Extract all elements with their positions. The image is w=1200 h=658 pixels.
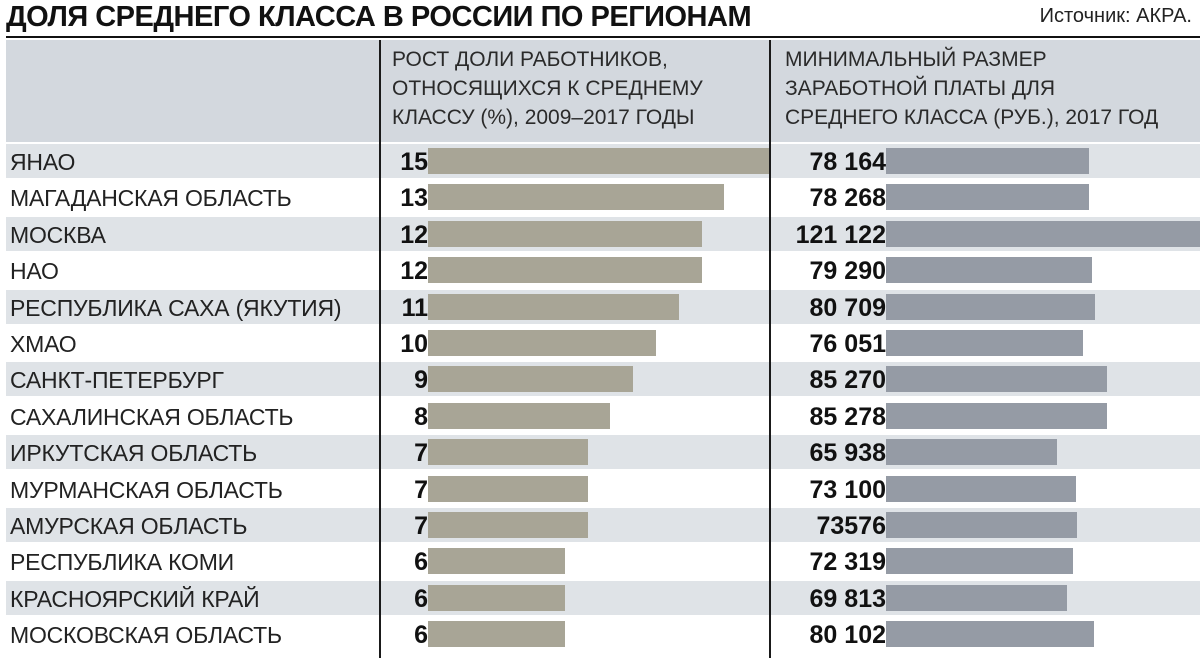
salary-bar	[886, 330, 1084, 356]
salary-bar	[886, 220, 1200, 247]
growth-value-label: 15	[400, 148, 428, 176]
region-label: РЕСПУБЛИКА САХА (ЯКУТИЯ)	[10, 294, 342, 321]
salary-value-label: 65 938	[809, 439, 886, 468]
salary-value-label: 121 122	[795, 220, 886, 249]
growth-bar	[428, 475, 588, 502]
growth-value-label: 8	[414, 402, 428, 431]
salary-bar	[886, 293, 1096, 320]
salary-value-label: 78 268	[809, 184, 886, 213]
growth-bar	[428, 220, 702, 247]
table-row: АМУРСКАЯ ОБЛАСТЬ 7 73576	[6, 508, 1200, 542]
salary-bar	[886, 257, 1092, 284]
growth-value-label: 11	[401, 293, 428, 322]
salary-header-line-1: МИНИМАЛЬНЫЙ РАЗМЕР	[785, 48, 1047, 71]
salary-bar	[886, 402, 1108, 429]
salary-value-label: 69 813	[809, 584, 886, 613]
salary-bar	[886, 148, 1089, 174]
growth-bar	[428, 148, 770, 174]
salary-value-label: 85 278	[809, 402, 886, 431]
salary-bar	[886, 512, 1077, 538]
salary-value-label: 73576	[816, 512, 886, 540]
growth-value-label: 12	[400, 257, 428, 286]
growth-value-label: 7	[414, 475, 428, 504]
growth-bar	[428, 293, 679, 320]
chart-title: ДОЛЯ СРЕДНЕГО КЛАССА В РОССИИ ПО РЕГИОНА…	[6, 1, 752, 33]
growth-bar	[428, 184, 725, 211]
salary-value-label: 79 290	[809, 257, 886, 286]
region-label: НАО	[10, 258, 59, 285]
table-row: САНКТ-ПЕТЕРБУРГ 9 85 270	[6, 362, 1200, 397]
salary-bar	[886, 621, 1094, 648]
table-row: ЯНАО 15 78 164	[6, 144, 1200, 178]
salary-bar	[886, 548, 1074, 575]
salary-value-label: 80 709	[809, 293, 886, 322]
title-rule	[6, 36, 1200, 38]
growth-bar	[428, 402, 611, 429]
region-label: МОСКВА	[10, 221, 106, 248]
salary-header-line-2: ЗАРАБОТНОЙ ПЛАТЫ ДЛЯ	[785, 77, 1056, 100]
table-row: РЕСПУБЛИКА САХА (ЯКУТИЯ) 11 80 709	[6, 289, 1200, 324]
growth-bar	[428, 548, 565, 575]
region-label: МОСКОВСКАЯ ОБЛАСТЬ	[10, 622, 282, 649]
region-label: ЯНАО	[10, 149, 76, 175]
region-label: РЕСПУБЛИКА КОМИ	[10, 549, 235, 576]
growth-header-line-3: КЛАССУ (%), 2009–2017 ГОДЫ	[392, 106, 695, 129]
growth-bar	[428, 366, 634, 393]
region-label: ИРКУТСКАЯ ОБЛАСТЬ	[10, 440, 258, 467]
source-note: Источник: АКРА.	[1039, 5, 1192, 27]
salary-value-label: 78 164	[809, 148, 886, 176]
growth-column-header: РОСТ ДОЛИ РАБОТНИКОВ, ОТНОСЯЩИХСЯ К СРЕД…	[392, 45, 703, 132]
growth-value-label: 6	[414, 548, 428, 577]
growth-value-label: 9	[414, 366, 428, 395]
growth-value-label: 7	[414, 512, 428, 540]
growth-bar	[428, 439, 588, 466]
salary-bar	[886, 184, 1089, 211]
growth-header-line-2: ОТНОСЯЩИХСЯ К СРЕДНЕМУ	[392, 77, 703, 100]
growth-bar	[428, 512, 588, 538]
table-row: МУРМАНСКАЯ ОБЛАСТЬ 7 73 100	[6, 471, 1200, 506]
region-label: МУРМАНСКАЯ ОБЛАСТЬ	[10, 476, 283, 503]
growth-bar	[428, 330, 656, 356]
table-row: МОСКВА 12 121 122	[6, 216, 1200, 251]
salary-column-header: МИНИМАЛЬНЫЙ РАЗМЕР ЗАРАБОТНОЙ ПЛАТЫ ДЛЯ …	[785, 45, 1158, 132]
growth-value-label: 7	[414, 439, 428, 468]
salary-value-label: 80 102	[809, 621, 886, 650]
table-row: КРАСНОЯРСКИЙ КРАЙ 6 69 813	[6, 580, 1200, 615]
growth-bar	[428, 257, 702, 284]
growth-bar	[428, 621, 565, 648]
column-divider-left	[379, 40, 381, 658]
table-row: ИРКУТСКАЯ ОБЛАСТЬ 7 65 938	[6, 435, 1200, 470]
region-label: САНКТ-ПЕТЕРБУРГ	[10, 367, 224, 394]
table-row: РЕСПУБЛИКА КОМИ 6 72 319	[6, 544, 1200, 579]
growth-value-label: 6	[414, 621, 428, 650]
region-label: САХАЛИНСКАЯ ОБЛАСТЬ	[10, 403, 294, 430]
table-row: НАО 12 79 290	[6, 253, 1200, 288]
salary-bar	[886, 584, 1067, 611]
salary-bar	[886, 366, 1108, 393]
growth-value-label: 12	[400, 220, 428, 249]
column-divider-right	[769, 40, 771, 658]
region-label: АМУРСКАЯ ОБЛАСТЬ	[10, 513, 248, 539]
salary-bar	[886, 475, 1076, 502]
growth-header-line-1: РОСТ ДОЛИ РАБОТНИКОВ,	[392, 48, 668, 71]
growth-value-label: 6	[414, 584, 428, 613]
salary-header-line-3: СРЕДНЕГО КЛАССА (РУБ.), 2017 ГОД	[785, 106, 1159, 129]
table-row: МОСКОВСКАЯ ОБЛАСТЬ 6 80 102	[6, 617, 1200, 652]
table-row: САХАЛИНСКАЯ ОБЛАСТЬ 8 85 278	[6, 398, 1200, 433]
region-label: МАГАДАНСКАЯ ОБЛАСТЬ	[10, 185, 292, 212]
growth-bar	[428, 584, 565, 611]
salary-value-label: 76 051	[809, 330, 886, 358]
growth-value-label: 10	[400, 330, 428, 358]
table-row: ХМАО 10 76 051	[6, 326, 1200, 360]
salary-bar	[886, 439, 1057, 466]
growth-value-label: 13	[400, 184, 428, 213]
region-label: КРАСНОЯРСКИЙ КРАЙ	[10, 585, 260, 612]
salary-value-label: 85 270	[809, 366, 886, 395]
region-label: ХМАО	[10, 331, 77, 357]
salary-value-label: 73 100	[809, 475, 886, 504]
header-band	[6, 40, 1200, 142]
table-row: МАГАДАНСКАЯ ОБЛАСТЬ 13 78 268	[6, 180, 1200, 215]
salary-value-label: 72 319	[809, 548, 886, 577]
